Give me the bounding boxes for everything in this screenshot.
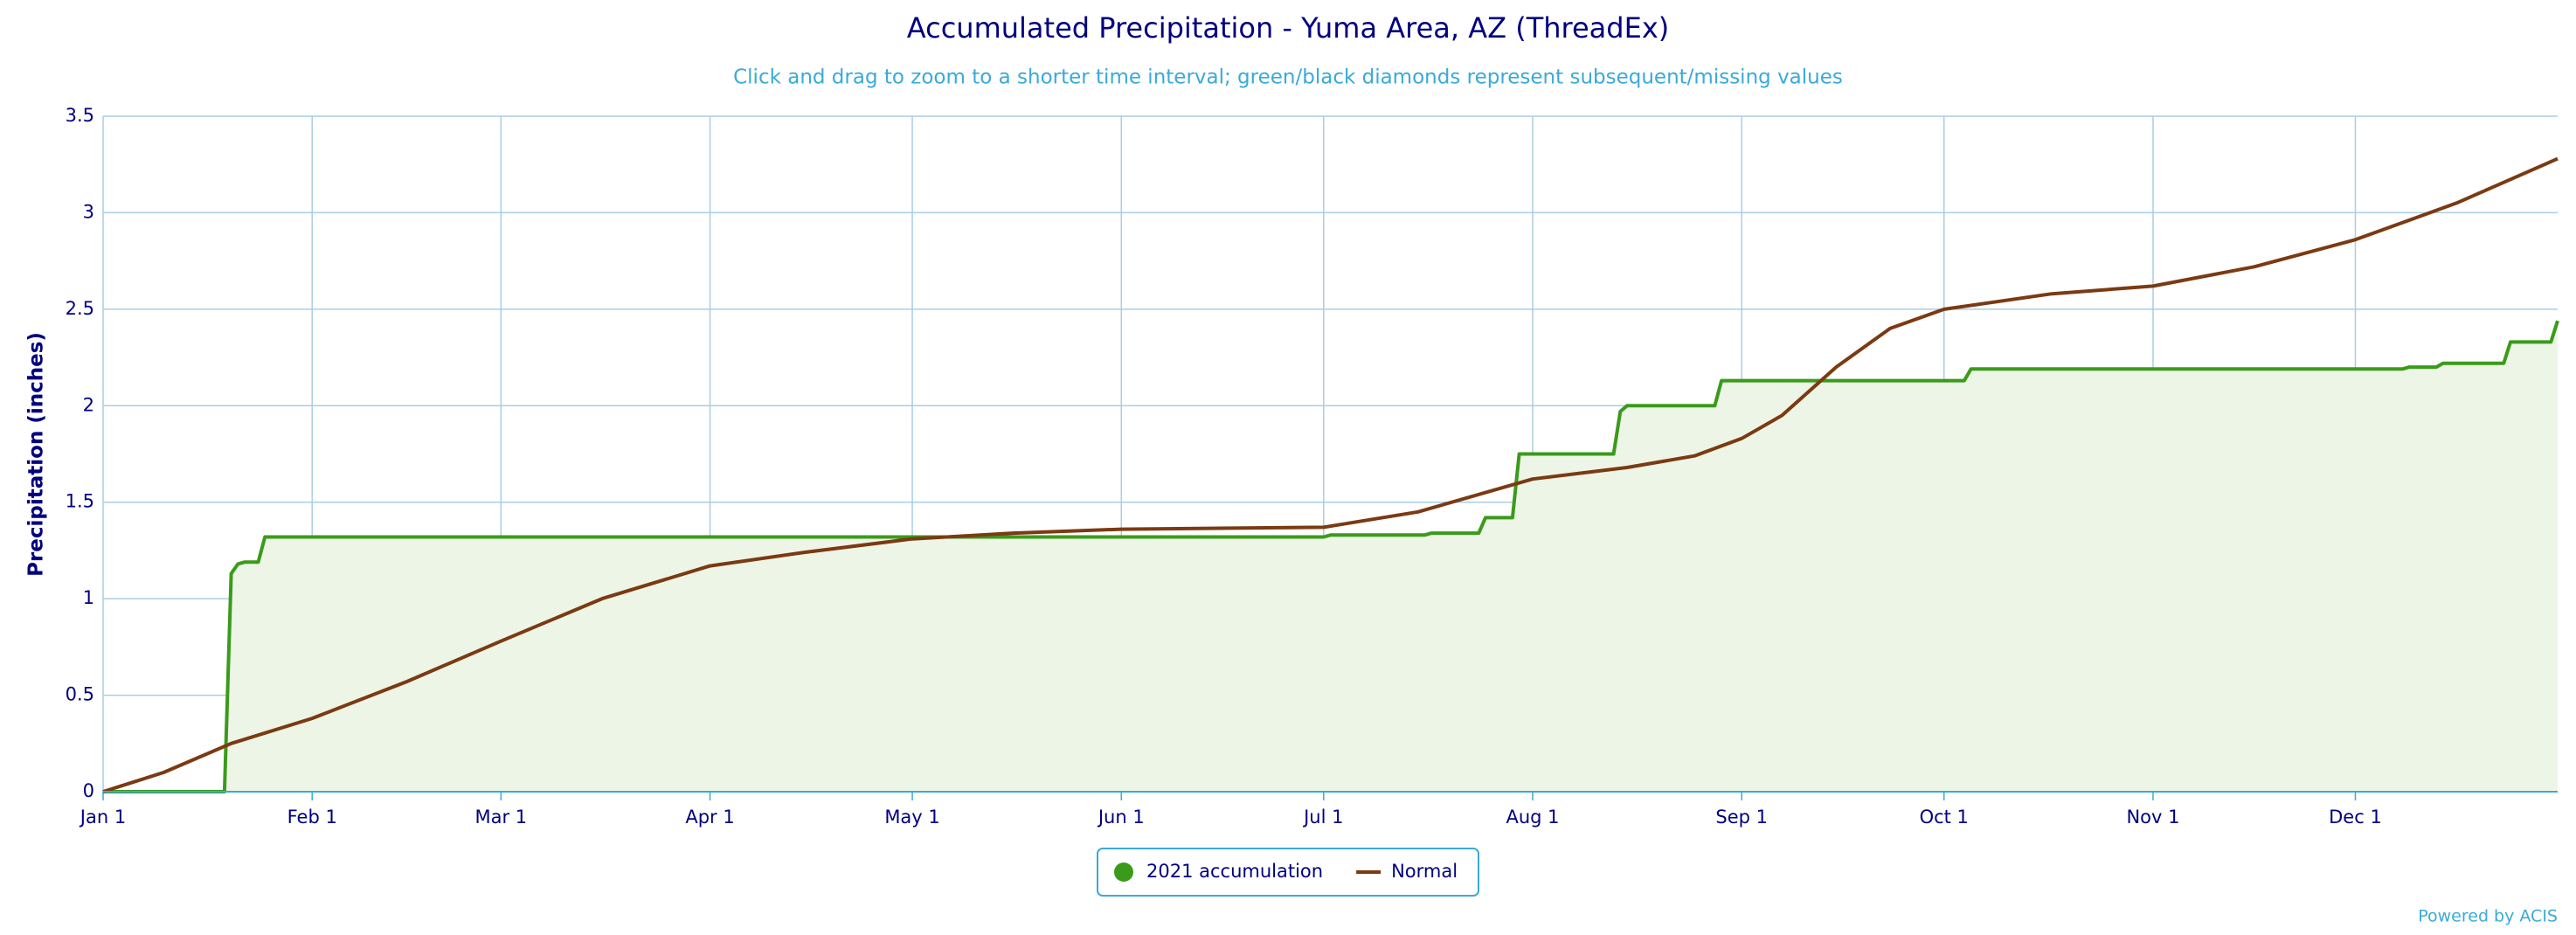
x-tick-label: Dec 1 <box>2329 807 2382 828</box>
legend-label: 2021 accumulation <box>1146 861 1323 882</box>
y-tick-label: 3.5 <box>66 105 94 126</box>
legend-marker <box>1114 862 1133 882</box>
footer: Powered by ACIS <box>2418 907 2558 926</box>
x-tick-label: Apr 1 <box>685 807 734 828</box>
x-tick-label: Aug 1 <box>1506 807 1559 828</box>
y-tick-label: 2.5 <box>66 298 94 319</box>
line <box>103 320 2559 793</box>
y-tick-label: 2 <box>83 394 94 415</box>
y-tick-label: 3 <box>83 201 94 222</box>
x-tick-label: Feb 1 <box>287 807 337 828</box>
y-tick-label: 0.5 <box>66 684 94 705</box>
y-tick-label: 1 <box>83 587 94 608</box>
chart-title: Accumulated Precipitation - Yuma Area, A… <box>907 11 1669 45</box>
x-tick-label: Oct 1 <box>1920 807 1969 828</box>
x-tick-label: May 1 <box>884 807 939 828</box>
legend-label: Normal <box>1391 861 1458 882</box>
y-tick-label: 0 <box>83 780 94 801</box>
y-axis-title: Precipitation (inches) <box>25 332 48 577</box>
legend-box <box>1097 848 1479 897</box>
x-tick-label: Nov 1 <box>2126 807 2179 828</box>
x-tick-label: Sep 1 <box>1715 807 1768 828</box>
x-tick-label: Jun 1 <box>1097 807 1145 828</box>
line <box>102 156 2559 793</box>
y-tick-label: 1.5 <box>66 491 94 512</box>
x-tick-label: Jan 1 <box>79 807 126 828</box>
x-tick-label: Mar 1 <box>474 807 527 828</box>
area <box>103 321 2558 793</box>
chart-subtitle: Click and drag to zoom to a shorter time… <box>733 66 1843 89</box>
x-tick-label: Jul 1 <box>1302 807 1343 828</box>
